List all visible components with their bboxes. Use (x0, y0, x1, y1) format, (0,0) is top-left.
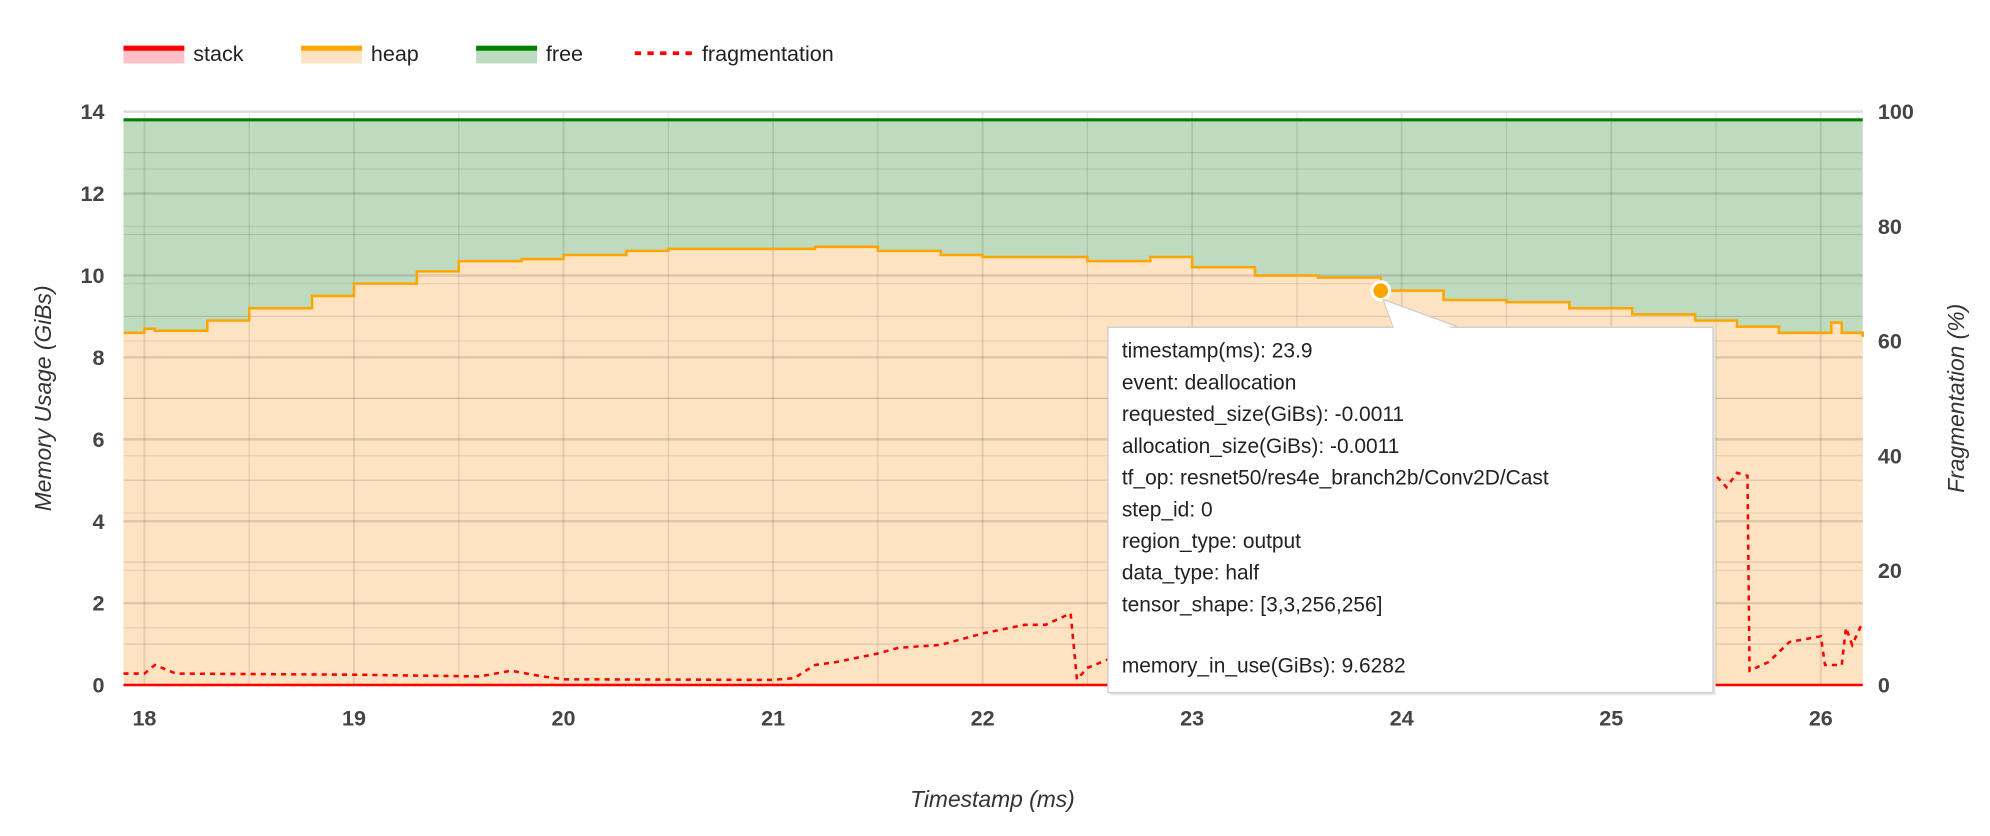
y-tick-label: 10 (80, 263, 104, 288)
y2-tick-label: 20 (1878, 558, 1902, 583)
stack-swatch-line (123, 45, 185, 51)
tooltip: timestamp(ms): 23.9 event: deallocation … (1107, 298, 1716, 696)
tooltip-box (1107, 326, 1714, 694)
legend-label-heap: heap (371, 41, 419, 66)
legend-item-stack[interactable]: stack (123, 41, 244, 66)
y-tick-label: 6 (92, 427, 104, 452)
stack-swatch (123, 48, 185, 64)
free-swatch (476, 48, 538, 64)
tooltip-memory-in-use: memory_in_use(GiBs): 9.6282 (1122, 654, 1406, 677)
y-tick-label: 2 (92, 591, 104, 616)
y2-tick-label: 40 (1878, 443, 1902, 468)
y-axis-title: Memory Usage (GiBs) (30, 285, 56, 511)
y-tick-label: 8 (92, 345, 104, 370)
tooltip-tf-op: tf_op: resnet50/res4e_branch2b/Conv2D/Ca… (1122, 467, 1549, 490)
legend-label-free: free (546, 41, 583, 66)
y2-axis-title: Fragmentation (%) (1943, 304, 1969, 493)
x-tick-label: 21 (761, 706, 785, 731)
x-tick-label: 19 (342, 706, 366, 731)
x-tick-label: 26 (1809, 706, 1833, 731)
x-tick-label: 25 (1599, 706, 1623, 731)
tooltip-timestamp: timestamp(ms): 23.9 (1122, 340, 1313, 363)
tooltip-tensor-shape: tensor_shape: [3,3,256,256] (1122, 593, 1383, 616)
y-tick-label: 4 (92, 509, 104, 534)
x-tick-label: 22 (971, 706, 995, 731)
y-tick-label: 12 (80, 181, 104, 206)
legend-label-stack: stack (193, 41, 244, 66)
x-tick-label: 24 (1390, 706, 1414, 731)
y2-tick-label: 100 (1878, 99, 1914, 124)
heap-line (123, 245, 1864, 337)
y2-tick-label: 60 (1878, 329, 1902, 354)
x-axis-title: Timestamp (ms) (910, 786, 1075, 812)
tooltip-step-id: step_id: 0 (1122, 498, 1213, 521)
tooltip-event: event: deallocation (1122, 371, 1296, 394)
legend-label-fragmentation: fragmentation (702, 41, 834, 66)
tooltip-data-type: data_type: half (1122, 562, 1259, 585)
y-tick-label: 14 (80, 99, 104, 124)
legend-item-fragmentation[interactable]: fragmentation (634, 41, 834, 66)
x-tick-label: 23 (1180, 706, 1204, 731)
free-swatch-line (476, 45, 538, 51)
tooltip-allocation-size: allocation_size(GiBs): -0.0011 (1122, 435, 1400, 458)
tooltip-region-type: region_type: output (1122, 530, 1301, 553)
heap-swatch-line (301, 45, 362, 51)
highlight-point[interactable] (1370, 280, 1392, 302)
heap-swatch (301, 48, 362, 64)
legend-item-free[interactable]: free (476, 41, 583, 66)
tooltip-pointer (1384, 301, 1457, 330)
legend: stack heap free fragmentation (123, 41, 834, 66)
x-tick-label: 18 (132, 706, 156, 731)
y-tick-label: 0 (92, 673, 104, 698)
y2-tick-label: 0 (1878, 673, 1890, 698)
fragmentation-line (123, 471, 1864, 683)
legend-item-heap[interactable]: heap (301, 41, 419, 66)
y2-tick-label: 80 (1878, 214, 1902, 239)
tooltip-requested-size: requested_size(GiBs): -0.0011 (1122, 403, 1404, 426)
x-tick-label: 20 (552, 706, 576, 731)
